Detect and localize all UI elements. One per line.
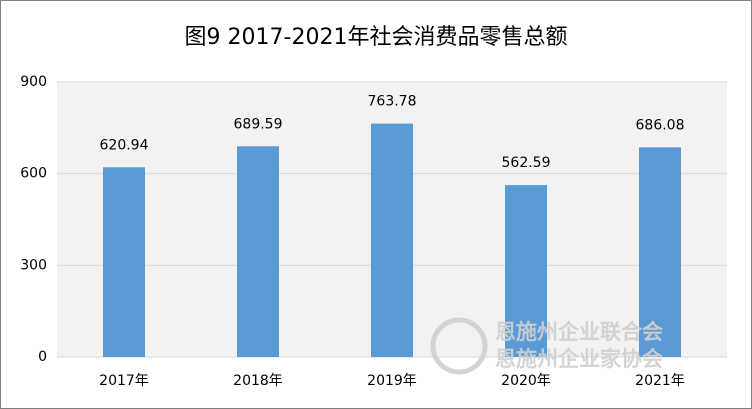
y-tick-label: 300 <box>20 257 47 273</box>
value-label: 562.59 <box>502 155 551 171</box>
plot: 0 300 600 900 2017年 620.94 2018年 689.59 2019年 763… <box>20 74 727 389</box>
value-label: 763.78 <box>368 94 417 110</box>
value-label: 620.94 <box>100 137 149 153</box>
x-tick-label: 2021年 <box>635 373 685 389</box>
x-tick-label: 2017年 <box>99 373 149 389</box>
x-tick-label: 2020年 <box>501 373 551 389</box>
x-tick-label: 2019年 <box>367 373 417 389</box>
chart-title: 图9 2017-2021年社会消费品零售总额 <box>185 25 568 50</box>
bar <box>237 146 279 357</box>
y-tick-label: 600 <box>20 166 47 182</box>
watermark-text: 恩施州企业联合会 <box>495 320 663 344</box>
bar <box>505 185 547 357</box>
y-tick-label: 0 <box>38 349 47 365</box>
bar <box>639 147 681 357</box>
value-label: 686.08 <box>636 117 685 133</box>
watermark: 恩施州企业联合会 恩施州企业家协会 <box>430 317 663 375</box>
watermark-text: 恩施州企业家协会 <box>495 347 663 371</box>
value-label: 689.59 <box>234 116 283 132</box>
x-tick-label: 2018年 <box>233 373 283 389</box>
bar <box>103 167 145 357</box>
y-tick-label: 900 <box>20 74 47 90</box>
watermark-logo <box>430 317 488 375</box>
bar <box>371 123 413 358</box>
